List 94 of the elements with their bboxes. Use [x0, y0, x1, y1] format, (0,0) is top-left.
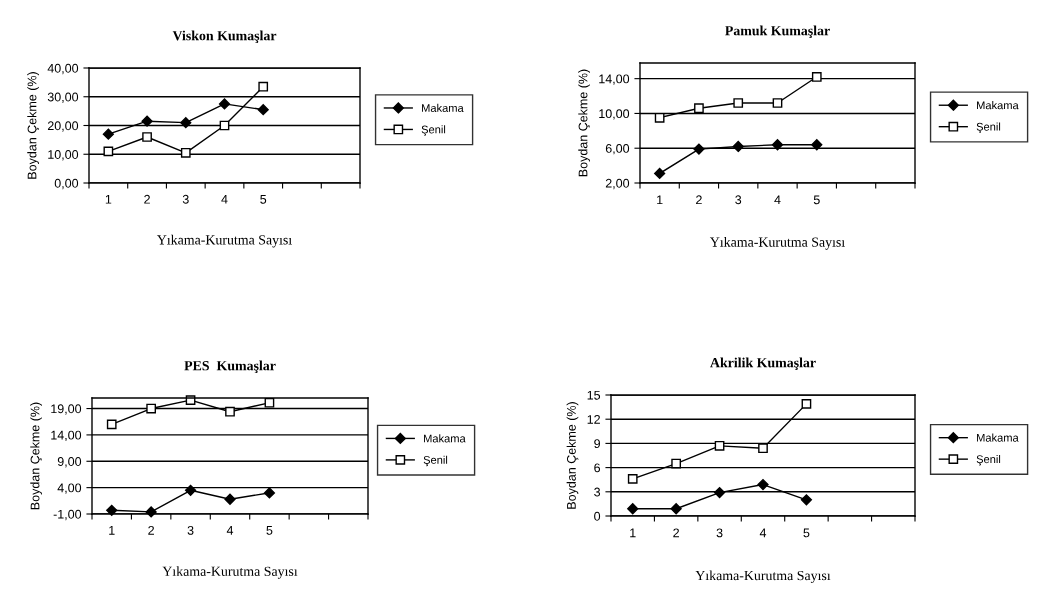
y-tick-label: 6	[594, 463, 601, 473]
y-tick-label: 40,00	[47, 63, 79, 75]
x-tick-label: 5	[803, 528, 810, 538]
point	[800, 494, 813, 506]
y-tick-label: 2,00	[605, 178, 630, 190]
x-tick-label: 3	[182, 194, 189, 204]
x-tick-label: 1	[630, 528, 636, 538]
y-tick-label: 3	[594, 487, 601, 497]
point	[758, 443, 768, 454]
point	[184, 484, 197, 496]
point	[627, 474, 638, 484]
y-tick-label: -1,00	[53, 509, 82, 521]
y-tick-label: 9,00	[57, 457, 82, 468]
point	[757, 478, 769, 491]
point	[257, 104, 269, 116]
x-axis-title: Yıkama-Kurutma Sayısı	[709, 237, 845, 250]
y-axis-title: Boydan Çekme (%)	[578, 69, 590, 177]
y-tick-label: 19,00	[51, 404, 82, 415]
y-axis-title: Boydan Çekme (%)	[27, 72, 39, 179]
x-tick-label: 1	[657, 195, 663, 205]
y-tick-label: 0	[594, 511, 601, 521]
y-axis-title: Boydan Çekme (%)	[30, 402, 42, 510]
legend-label: Makama	[424, 434, 466, 443]
point	[141, 115, 153, 127]
point	[180, 117, 192, 129]
point	[771, 139, 784, 151]
chart-title: Viskon Kumaşlar	[172, 30, 277, 44]
point	[627, 503, 639, 515]
point	[225, 406, 235, 417]
point	[671, 458, 682, 469]
x-tick-label: 2	[148, 525, 154, 535]
y-axis-title: Boydan Çekme (%)	[566, 402, 579, 509]
y-tick-label: 9	[594, 439, 600, 449]
point	[670, 503, 682, 515]
y-tick-label: 6,00	[605, 144, 630, 155]
x-tick-label: 3	[187, 525, 194, 535]
point	[811, 139, 823, 151]
point	[801, 399, 812, 409]
x-tick-label: 4	[226, 526, 234, 535]
point	[103, 146, 114, 157]
point	[772, 98, 783, 108]
chart-title: PES Kumaşlar	[184, 360, 276, 374]
y-tick-label: 14,00	[599, 74, 630, 85]
legend-label: Şenil	[976, 454, 1001, 466]
legend-label: Şenil	[423, 455, 448, 467]
y-tick-label: 30,00	[47, 92, 79, 103]
point	[258, 81, 269, 92]
x-tick-label: 2	[673, 528, 679, 538]
point	[180, 147, 191, 158]
x-tick-label: 5	[813, 195, 820, 205]
point	[224, 493, 236, 505]
y-tick-label: 10,00	[48, 150, 79, 161]
x-tick-label: 2	[696, 195, 702, 205]
y-tick-label: 12	[587, 415, 600, 424]
x-tick-label: 1	[109, 526, 115, 535]
legend-label: Şenil	[976, 122, 1001, 133]
y-tick-label: 0,00	[54, 178, 79, 190]
point	[102, 128, 114, 140]
point	[146, 403, 157, 414]
point	[732, 140, 744, 153]
x-tick-label: 3	[735, 195, 742, 205]
point	[654, 167, 666, 180]
y-tick-label: 14,00	[51, 430, 82, 442]
point	[142, 132, 152, 142]
point	[693, 143, 705, 155]
x-tick-label: 5	[260, 194, 267, 204]
x-axis-title: Yıkama-Kurutma Sayısı	[156, 234, 292, 248]
legend-label: Makama	[422, 103, 464, 112]
chart-title: Pamuk Kumaşlar	[725, 25, 830, 39]
point	[714, 440, 725, 451]
x-tick-label: 2	[144, 194, 150, 204]
chart-title: Akrilik Kumaşlar	[710, 357, 816, 371]
y-tick-label: 10,00	[599, 109, 630, 120]
y-tick-label: 15	[587, 390, 601, 400]
point	[811, 72, 822, 82]
x-tick-label: 1	[105, 194, 112, 204]
x-tick-label: 4	[221, 194, 228, 204]
y-tick-label: 4,00	[57, 483, 82, 494]
x-tick-label: 5	[266, 526, 273, 535]
point	[694, 103, 704, 114]
x-axis-title: Yıkama-Kurutma Sayısı	[695, 570, 831, 584]
legend-label: Makama	[977, 433, 1019, 442]
point	[218, 98, 231, 110]
legend-label: Makama	[977, 101, 1019, 110]
x-axis-title: Yıkama-Kurutma Sayısı	[162, 566, 298, 579]
point	[263, 487, 276, 499]
x-tick-label: 4	[774, 195, 781, 205]
legend-label: Şenil	[421, 125, 446, 136]
point	[733, 98, 744, 108]
point	[106, 419, 117, 430]
point	[713, 487, 726, 499]
y-tick-label: 20,00	[47, 121, 79, 132]
x-tick-label: 3	[716, 528, 723, 538]
x-tick-label: 4	[759, 528, 767, 538]
